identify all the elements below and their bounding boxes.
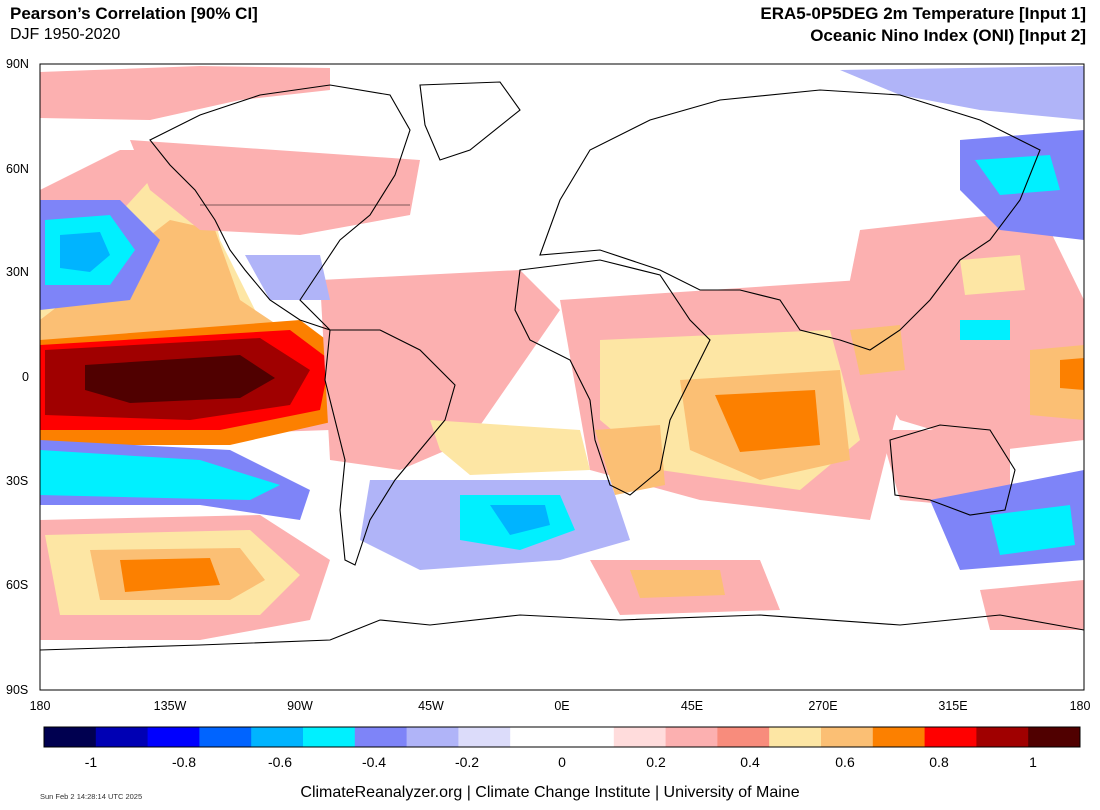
field-safr-orange [595,425,665,495]
field-gulf-blue [245,255,330,300]
footer-credit: ClimateReanalyzer.org | Climate Change I… [300,784,800,801]
colorbar-label: -0.2 [454,754,480,770]
lon-label: 0E [554,699,569,713]
coastline-greenland [419,81,521,161]
dataset-input-2: Oceanic Nino Index (ONI) [Input 2] [810,26,1086,45]
colorbar-swatch [976,727,1029,747]
coastline-africa [514,259,711,496]
field-npac-cyan-core [60,232,110,272]
field-wpac-cyan [960,320,1010,340]
colorbar-label: 0.8 [929,754,949,770]
colorbar-label: -0.8 [171,754,197,770]
colorbar-swatch [199,727,252,747]
colorbar-label: -0.4 [361,754,387,770]
field-eqpac-core [85,355,275,403]
field-aus-light-red [880,430,1010,510]
colorbar-swatch [872,727,926,747]
colorbar-swatch [147,727,200,747]
colorbar-swatch [924,727,977,747]
field-so-east-red [980,580,1084,630]
chart-title: Pearson’s Correlation [90% CI] [10,4,258,23]
colorbar-swatch [665,727,718,747]
coastline-australia [889,424,1016,516]
field-na-light-red [130,140,420,235]
colorbar-swatch [406,727,459,747]
field-spac-warm-core [120,558,220,592]
coastline-eurasia [539,89,1041,351]
colorbar-label: 0.4 [740,754,760,770]
lat-axis: 90N 60N 30N 0 30S 60S 90S [6,57,29,697]
colorbar-swatch [562,727,615,747]
lon-label: 180 [1070,699,1091,713]
correlation-field [40,66,1084,640]
colorbar-frame [43,726,1081,748]
coastlines [40,81,1084,651]
field-satl-blue-core [490,505,550,535]
colorbar-swatch [769,727,822,747]
lon-label: 315E [938,699,967,713]
colorbar-swatch [354,727,408,747]
lon-axis: 180 135W 90W 45W 0E 45E 270E 315E 180 [30,699,1091,713]
lat-label: 90N [6,57,29,71]
colorbar-swatch [95,727,149,747]
colorbar-swatch [821,727,874,747]
lon-label: 90W [287,699,313,713]
colorbar-swatch [44,727,97,747]
field-wpac-yellow [960,255,1025,295]
timestamp: Sun Feb 2 14:28:14 UTC 2025 [40,792,143,801]
colorbar-label: 0 [558,754,566,770]
field-wpac-orange [850,325,905,375]
lon-label: 180 [30,699,51,713]
map-frame [39,63,1085,691]
lat-label: 60S [6,578,28,592]
field-arctic-blue [840,66,1084,120]
coastline-antarctica [40,614,1084,651]
colorbar-label: -1 [84,754,98,770]
colorbar [44,727,1081,747]
field-nwpac-cyan [975,155,1060,195]
lon-label: 45E [681,699,703,713]
field-arctic-light-red [40,66,330,120]
colorbar-label: 0.6 [835,754,855,770]
lat-label: 30S [6,474,28,488]
colorbar-swatch [458,727,511,747]
coastline-south-america [324,329,456,566]
coastline-north-america [149,84,411,331]
colorbar-swatch [510,727,563,747]
lat-label: 0 [22,370,29,384]
colorbar-swatch [1028,727,1081,747]
dataset-input-1: ERA5-0P5DEG 2m Temperature [Input 1] [760,4,1086,23]
field-io-core [715,390,820,452]
lon-label: 135W [154,699,187,713]
lat-label: 60N [6,162,29,176]
lat-label: 90S [6,683,28,697]
field-east-eq-core [1060,358,1084,390]
colorbar-label: 1 [1029,754,1037,770]
field-so-yellow [630,570,725,598]
field-satl-yellow [430,420,590,475]
lon-label: 45W [418,699,444,713]
period-subtitle: DJF 1950-2020 [10,26,121,43]
lat-label: 30N [6,265,29,279]
lon-label: 270E [808,699,837,713]
colorbar-swatch [303,727,356,747]
colorbar-swatch [717,727,770,747]
colorbar-swatch [251,727,304,747]
field-swpac-cyan [990,505,1075,555]
colorbar-swatch [613,727,667,747]
field-spac-cyan [40,450,280,500]
colorbar-label: 0.2 [646,754,666,770]
colorbar-label: -0.6 [267,754,293,770]
